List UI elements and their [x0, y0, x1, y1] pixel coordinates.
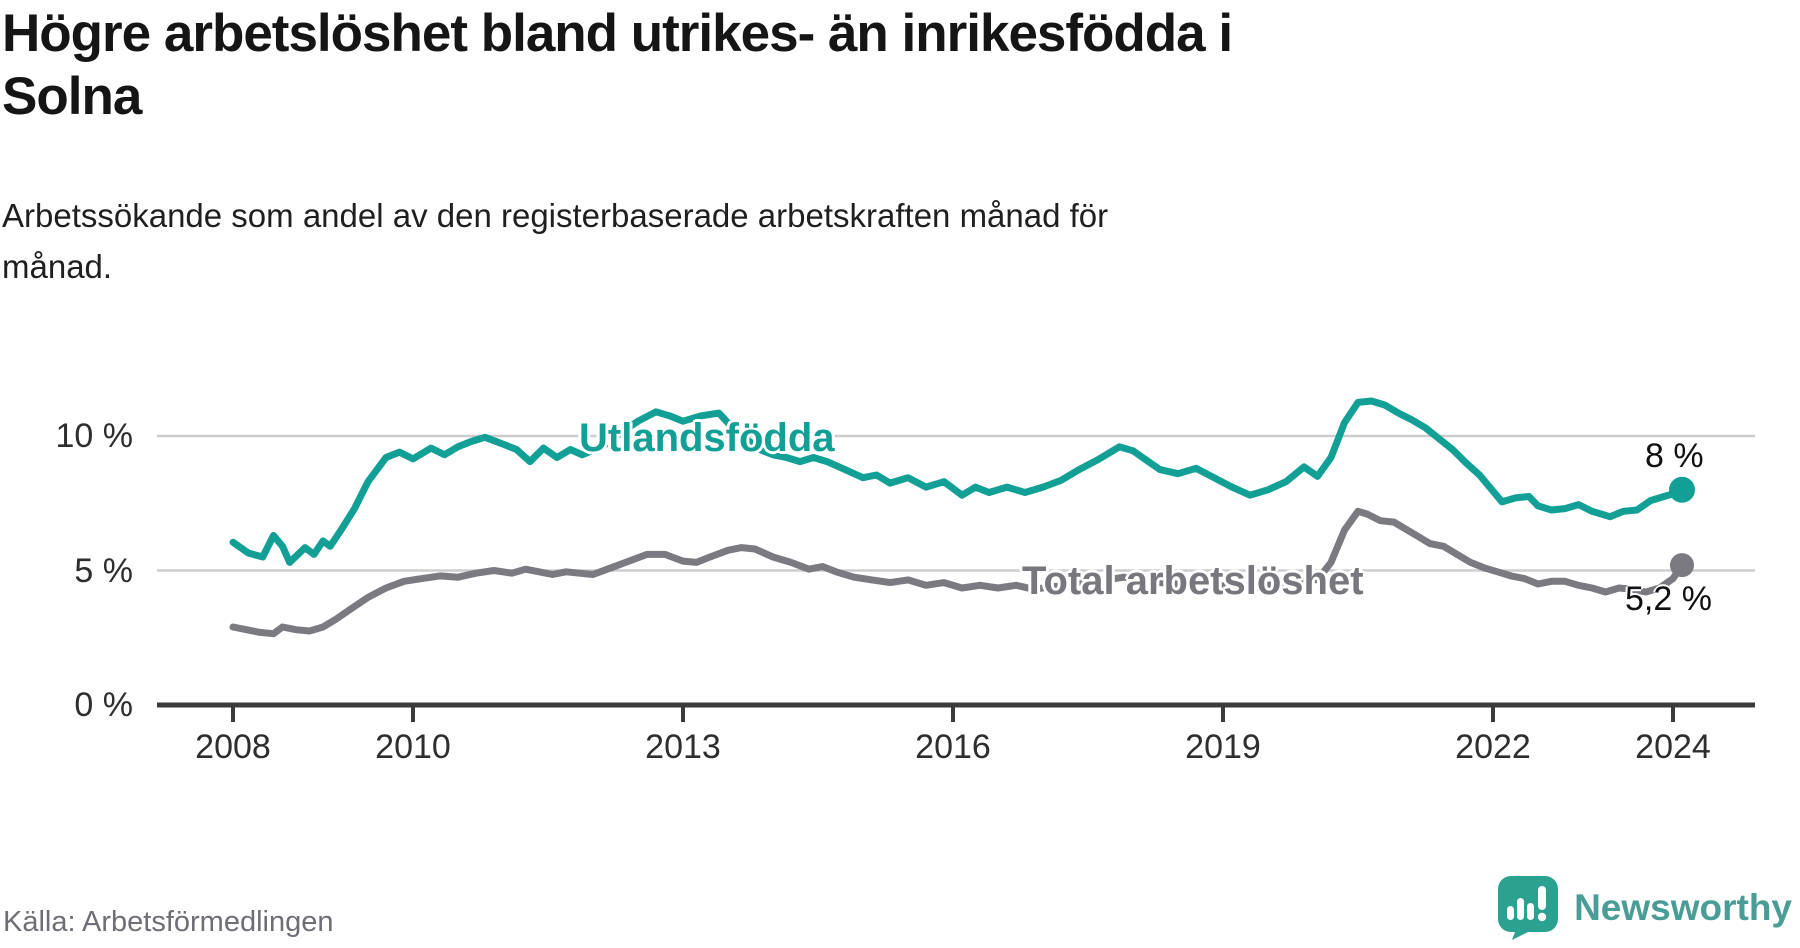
- x-tick-label-2010: 2010: [375, 728, 451, 766]
- page-title: Högre arbetslöshet bland utrikes- än inr…: [2, 2, 1233, 128]
- x-tick-label-2013: 2013: [645, 728, 721, 766]
- chart-subtitle: Arbetssökande som andel av den registerb…: [2, 190, 1108, 292]
- newsworthy-branding: Newsworthy: [1498, 876, 1792, 940]
- series-label-total-arbetsloshet: Total arbetslöshet: [1022, 559, 1364, 603]
- end-value-label-utlandsfodda: 8 %: [1645, 437, 1704, 475]
- x-tick-label-2024: 2024: [1635, 728, 1711, 766]
- x-tick-label-2008: 2008: [195, 728, 271, 766]
- newsworthy-wordmark: Newsworthy: [1574, 887, 1792, 928]
- y-tick-label-5: 5 %: [74, 551, 133, 590]
- y-tick-label-0: 0 %: [74, 686, 133, 724]
- series-label-utlandsfodda: Utlandsfödda: [579, 416, 835, 460]
- source-note: Källa: Arbetsförmedlingen: [3, 906, 334, 938]
- end-value-label-total: 5,2 %: [1625, 580, 1712, 618]
- title-line-1: Högre arbetslöshet bland utrikes- än inr…: [2, 4, 1233, 63]
- total-endpoint-dot: [1670, 553, 1694, 578]
- title-line-2: Solna: [2, 67, 142, 126]
- utlandsfodda-endpoint-dot: [1669, 476, 1695, 503]
- x-tick-label-2022: 2022: [1455, 728, 1531, 766]
- newsworthy-logo-icon: [1498, 876, 1559, 940]
- x-tick-label-2019: 2019: [1185, 728, 1261, 766]
- utlandsfodda-line: [229, 397, 1686, 566]
- total-arbetsloshet-line: [229, 507, 1686, 638]
- subtitle-line-1: Arbetssökande som andel av den registerb…: [2, 197, 1109, 234]
- subtitle-line-2: månad.: [2, 248, 113, 285]
- y-tick-label-10: 10 %: [55, 417, 134, 455]
- x-tick-label-2016: 2016: [915, 728, 991, 766]
